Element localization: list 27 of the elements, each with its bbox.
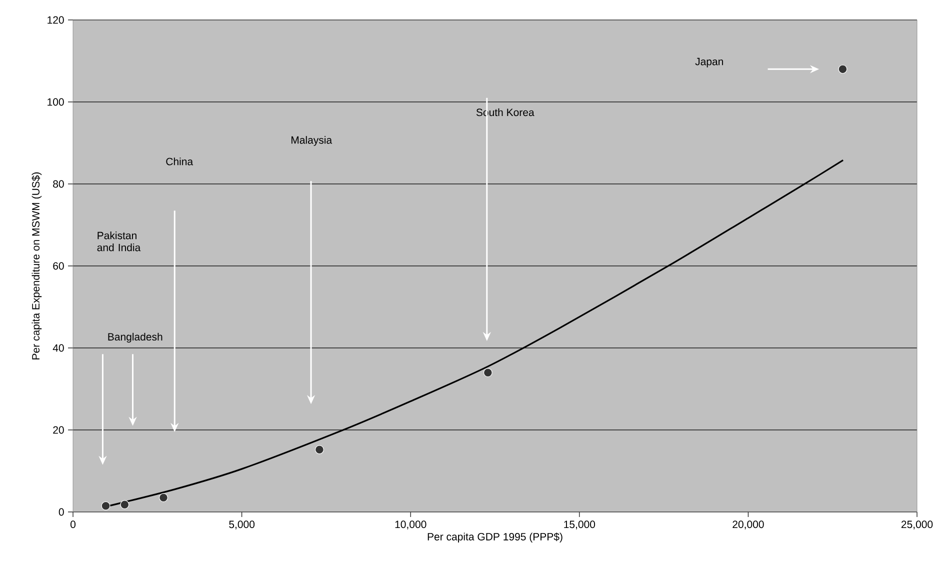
y-tick-label: 120 [48,16,64,24]
y-tick-label: 80 [53,180,64,188]
y-tick-label: 20 [53,426,64,434]
x-axis-title: Per capita GDP 1995 (PPP$) [428,532,562,542]
annotation: Pakistan and India [97,232,141,252]
point [120,500,130,510]
x-tick-label: 5,000 [229,520,255,530]
x-tick-label: 15,000 [564,520,596,530]
y-tick-label: 0 [58,508,64,516]
y-tick-label: 40 [52,344,64,352]
annotation: South Korea [476,108,534,116]
y-axis-title: Per capita Expenditure on MSWM (US$) [32,172,42,360]
x-tick-label: 10,000 [395,520,426,530]
annotation: Japan [695,58,723,68]
point [101,501,110,510]
point [314,445,324,454]
annotation: Bangladesh [108,332,162,343]
y-tick-label: 60 [53,262,64,270]
annotation: China [166,158,194,166]
point [483,368,492,378]
point [159,493,168,502]
y-tick-label: 100 [48,98,64,106]
x-tick-label: 0 [70,520,76,528]
annotation: Malaysia [292,136,332,146]
x-tick-label: 25,000 [901,520,933,530]
x-tick-label: 20,000 [732,520,764,530]
point [838,64,848,74]
